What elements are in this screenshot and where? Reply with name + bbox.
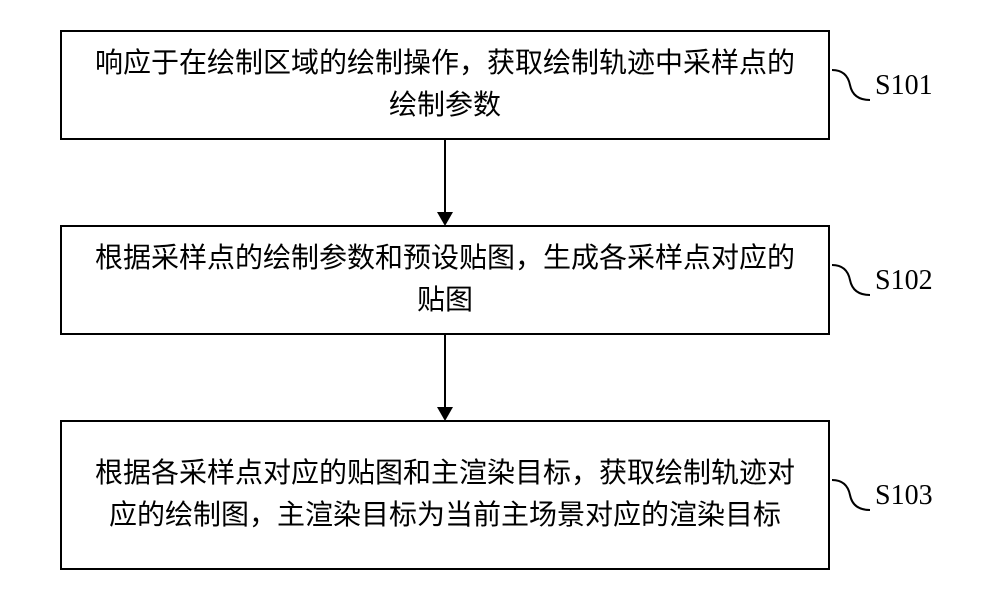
arrow-s102-s103-line (444, 335, 446, 407)
arrow-s101-s102-head (437, 212, 453, 226)
flow-step-s103-text: 根据各采样点对应的贴图和主渲染目标，获取绘制轨迹对应的绘制图，主渲染目标为当前主… (82, 453, 808, 537)
arrow-s101-s102-line (444, 140, 446, 212)
bracket-s102 (832, 255, 872, 305)
flow-step-s101-text: 响应于在绘制区域的绘制操作，获取绘制轨迹中采样点的绘制参数 (82, 43, 808, 127)
step-label-s103: S103 (875, 480, 933, 512)
flow-step-s101: 响应于在绘制区域的绘制操作，获取绘制轨迹中采样点的绘制参数 (60, 30, 830, 140)
flow-step-s102: 根据采样点的绘制参数和预设贴图，生成各采样点对应的贴图 (60, 225, 830, 335)
bracket-s103 (832, 470, 872, 520)
arrow-s102-s103-head (437, 407, 453, 421)
flow-step-s103: 根据各采样点对应的贴图和主渲染目标，获取绘制轨迹对应的绘制图，主渲染目标为当前主… (60, 420, 830, 570)
step-label-s101: S101 (875, 70, 933, 102)
step-label-s102: S102 (875, 265, 933, 297)
bracket-s101 (832, 60, 872, 110)
flow-step-s102-text: 根据采样点的绘制参数和预设贴图，生成各采样点对应的贴图 (82, 238, 808, 322)
